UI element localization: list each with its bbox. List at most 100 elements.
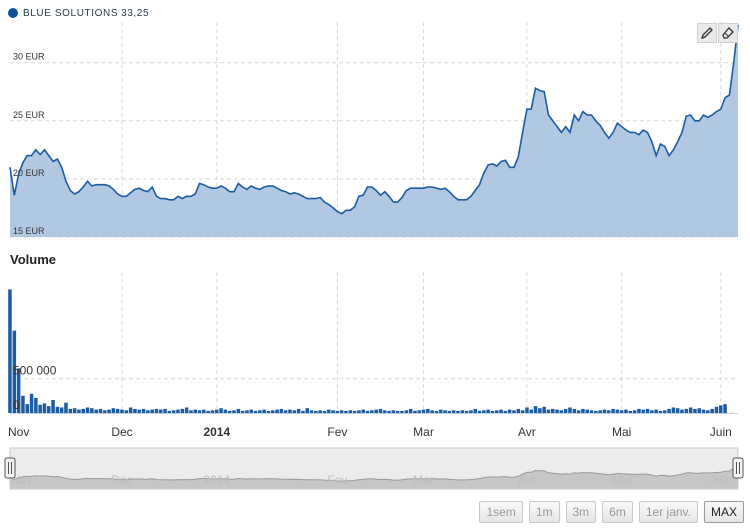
- navigator-tick-label: Nov: [11, 473, 32, 487]
- volume-bar: [654, 409, 658, 413]
- volume-bar: [133, 408, 137, 413]
- price-tick-label: 20 EUR: [13, 168, 45, 178]
- volume-bar: [184, 407, 189, 413]
- navigator-left-handle[interactable]: [4, 457, 16, 479]
- volume-bar: [447, 410, 452, 413]
- volume-bar: [559, 410, 564, 413]
- range-button-3m[interactable]: 3m: [565, 501, 597, 523]
- volume-bar: [585, 409, 590, 413]
- volume-bar: [335, 410, 340, 413]
- price-area: [10, 24, 738, 238]
- volume-bar: [520, 410, 525, 413]
- volume-bar: [34, 397, 38, 413]
- volume-tick-label: 0: [13, 398, 20, 412]
- volume-bar: [271, 410, 275, 413]
- volume-bar: [47, 406, 51, 413]
- volume-bar: [611, 408, 615, 413]
- volume-bar: [563, 408, 568, 413]
- volume-bar: [477, 410, 482, 413]
- volume-bar: [624, 409, 628, 413]
- volume-bar: [714, 406, 719, 413]
- volume-bar: [503, 410, 508, 413]
- volume-bar: [650, 410, 654, 413]
- volume-bar: [202, 409, 206, 413]
- pencil-icon[interactable]: [697, 23, 717, 43]
- volume-bar: [266, 410, 271, 413]
- volume-bar: [383, 410, 387, 413]
- volume-bar: [167, 410, 172, 413]
- navigator-tick-label: 2014: [203, 473, 230, 487]
- volume-bar: [516, 408, 521, 413]
- volume-bar: [719, 405, 723, 413]
- volume-bar: [236, 408, 241, 413]
- volume-bar: [107, 409, 111, 413]
- volume-bar: [98, 408, 103, 413]
- volume-bar: [598, 410, 602, 413]
- volume-bar: [495, 410, 499, 413]
- range-button-6m[interactable]: 6m: [602, 501, 633, 523]
- x-tick-label: Dec: [111, 425, 132, 439]
- navigator-right-handle[interactable]: [732, 457, 744, 479]
- volume-bar: [210, 410, 215, 413]
- volume-bar: [546, 409, 551, 413]
- volume-bar: [421, 409, 426, 413]
- volume-bar: [706, 410, 710, 413]
- volume-bar: [538, 408, 542, 413]
- volume-bar: [305, 408, 310, 413]
- volume-bar: [90, 408, 94, 413]
- volume-title: Volume: [10, 252, 56, 267]
- volume-bar: [426, 408, 430, 413]
- volume-bar: [128, 407, 133, 413]
- volume-bar: [576, 410, 581, 413]
- volume-bar: [693, 408, 697, 413]
- volume-bar: [227, 410, 232, 413]
- volume-bar: [85, 407, 90, 413]
- volume-bar: [240, 410, 245, 413]
- volume-bar: [512, 410, 516, 413]
- price-tick-label: 25 EUR: [13, 110, 45, 120]
- volume-bar: [615, 409, 620, 413]
- volume-bar: [374, 409, 378, 413]
- navigator-tick-label: Dec: [111, 473, 132, 487]
- volume-bar: [551, 408, 555, 413]
- volume-bar: [671, 407, 676, 413]
- range-button-1sem[interactable]: 1sem: [479, 501, 523, 523]
- volume-bar: [607, 410, 611, 413]
- volume-bar: [710, 408, 714, 413]
- volume-bar: [159, 409, 163, 413]
- range-button-max[interactable]: MAX: [703, 501, 744, 523]
- x-tick-label: Mai: [612, 425, 631, 439]
- volume-bar: [684, 408, 689, 413]
- volume-bar: [391, 410, 396, 413]
- volume-bar: [348, 410, 353, 413]
- drawing-tools: [697, 23, 739, 43]
- volume-bar: [568, 407, 572, 413]
- x-tick-label: Fev: [327, 425, 347, 439]
- volume-bar: [619, 410, 624, 413]
- legend-series-value: 33,25: [121, 7, 150, 19]
- volume-bar: [632, 410, 637, 413]
- volume-bar: [206, 410, 210, 413]
- volume-bar: [193, 409, 198, 413]
- volume-bar: [482, 410, 486, 413]
- volume-tick-label: 500 000: [13, 364, 57, 378]
- navigator-area: [10, 465, 738, 489]
- eraser-icon[interactable]: [718, 23, 738, 43]
- volume-bar: [443, 410, 447, 413]
- legend[interactable]: BLUE SOLUTIONS 33,25: [8, 5, 149, 21]
- volume-bar: [400, 410, 404, 413]
- range-button-1m[interactable]: 1m: [528, 501, 560, 523]
- volume-bar: [555, 409, 559, 413]
- volume-bar: [473, 408, 478, 413]
- range-selector: 1sem 1m 3m 6m 1er janv. MAX: [473, 501, 744, 523]
- volume-bar: [51, 400, 55, 413]
- volume-bar: [25, 404, 30, 413]
- range-button-1erjanv[interactable]: 1er janv.: [638, 501, 698, 523]
- volume-bar: [331, 410, 335, 413]
- volume-bar: [641, 409, 646, 413]
- volume-bar: [253, 410, 258, 413]
- volume-bar: [215, 409, 219, 413]
- volume-bar: [42, 403, 47, 413]
- volume-bar: [352, 410, 357, 413]
- volume-bar: [581, 408, 585, 413]
